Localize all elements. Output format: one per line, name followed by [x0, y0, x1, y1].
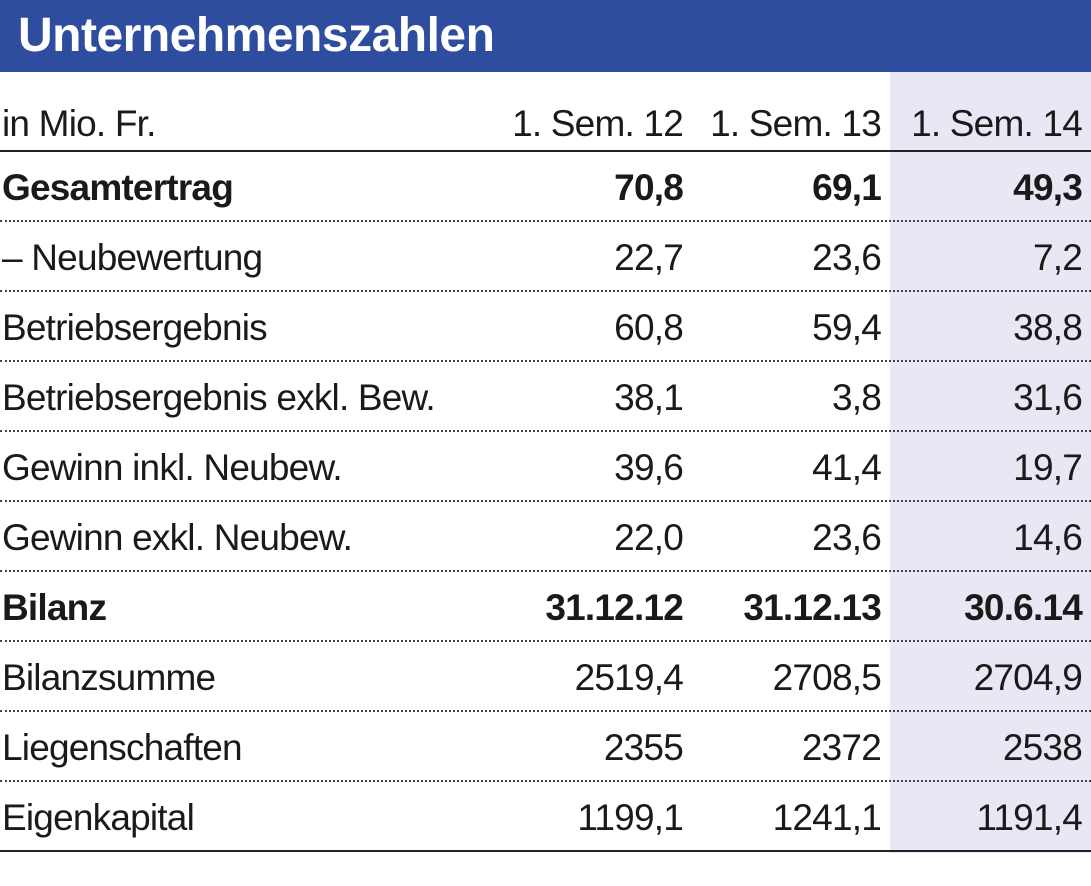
row-label: in Mio. Fr. [2, 103, 156, 144]
cell-value: 23,6 [812, 237, 882, 278]
data-row: Gewinn inkl. Neubew. 39,6 41,4 19,7 [0, 432, 1091, 502]
cell-value: 1241,1 [772, 797, 882, 838]
row-label: Gesamtertrag [2, 167, 234, 208]
row-label: – Neubewertung [2, 237, 263, 278]
row-label: Gewinn exkl. Neubew. [2, 517, 353, 558]
cell-value: 39,6 [614, 447, 684, 488]
cell-value: 1. Sem. 13 [710, 103, 882, 144]
cell-value: 30.6.14 [964, 587, 1083, 628]
cell-value: 60,8 [614, 307, 684, 348]
row-label: Bilanzsumme [2, 657, 216, 698]
data-row: – Neubewertung 22,7 23,6 7,2 [0, 222, 1091, 292]
row-label: Liegenschaften [2, 727, 243, 768]
section-heading-row: Gesamtertrag 70,8 69,1 49,3 [0, 152, 1091, 222]
header-row: in Mio. Fr. 1. Sem. 12 1. Sem. 13 1. Sem. 1… [0, 72, 1091, 152]
cell-value: 41,4 [812, 447, 882, 488]
cell-value: 31.12.13 [743, 587, 881, 628]
row-label: Gewinn inkl. Neubew. [2, 447, 343, 488]
title: Unternehmenszahlen [18, 9, 495, 62]
cell-value: 22,0 [614, 517, 684, 558]
data-row: Betriebsergebnis exkl. Bew. 38,1 3,8 31,6 [0, 362, 1091, 432]
section-heading-row: Bilanz 31.12.12 31.12.13 30.6.14 [0, 572, 1091, 642]
cell-value: 2708,5 [772, 657, 882, 698]
cell-value: 2704,9 [973, 657, 1083, 698]
cell-value: 3,8 [831, 377, 882, 418]
row-label: Betriebsergebnis exkl. Bew. [2, 377, 436, 418]
data-row: Betriebsergebnis 60,8 59,4 38,8 [0, 292, 1091, 362]
title-bar: Unternehmenszahlen [0, 0, 1091, 72]
data-row: Bilanzsumme 2519,4 2708,5 2704,9 [0, 642, 1091, 712]
cell-value: 49,3 [1013, 167, 1083, 208]
cell-value: 31.12.12 [545, 587, 683, 628]
table: in Mio. Fr. 1. Sem. 12 1. Sem. 13 1. Sem. 1… [0, 72, 1091, 852]
column-highlight [890, 72, 1091, 853]
cell-value: 38,8 [1013, 307, 1083, 348]
data-row: Eigenkapital 1199,1 1241,1 1191,4 [0, 782, 1091, 852]
cell-value: 70,8 [614, 167, 684, 208]
cell-value: 2538 [1002, 727, 1083, 768]
cell-value: 38,1 [614, 377, 684, 418]
cell-value: 2372 [801, 727, 882, 768]
row-label: Eigenkapital [2, 797, 195, 838]
row-label: Betriebsergebnis [2, 307, 268, 348]
cell-value: 7,2 [1032, 237, 1083, 278]
cell-value: 31,6 [1013, 377, 1083, 418]
cell-value: 1199,1 [577, 797, 683, 838]
data-row: Gewinn exkl. Neubew. 22,0 23,6 14,6 [0, 502, 1091, 572]
cell-value: 19,7 [1013, 447, 1083, 488]
cell-value: 1. Sem. 12 [512, 103, 684, 144]
data-row: Liegenschaften 2355 2372 2538 [0, 712, 1091, 782]
cell-value: 14,6 [1013, 517, 1083, 558]
cell-value: 1191,4 [976, 797, 1082, 838]
cell-value: 23,6 [812, 517, 882, 558]
cell-value: 1. Sem. 14 [911, 103, 1083, 144]
cell-value: 2519,4 [574, 657, 684, 698]
cell-value: 22,7 [614, 237, 684, 278]
cell-value: 2355 [603, 727, 684, 768]
cell-value: 69,1 [812, 167, 882, 208]
row-label: Bilanz [2, 587, 107, 628]
cell-value: 59,4 [812, 307, 882, 348]
